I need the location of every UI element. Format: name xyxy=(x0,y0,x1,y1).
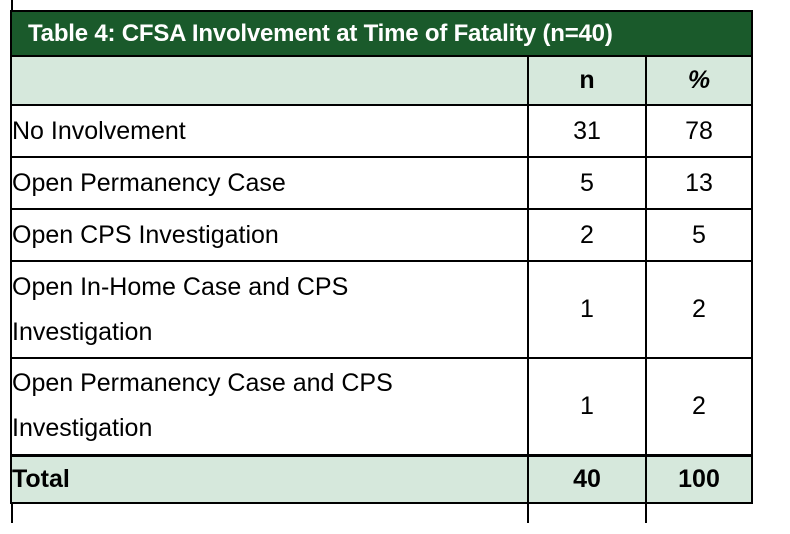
table-row: Open Permanency Case and CPS Investigati… xyxy=(10,357,753,456)
cell-percent: 13 xyxy=(645,156,753,210)
total-n: 40 xyxy=(527,453,647,504)
gridline-stub-bottom-left xyxy=(11,504,13,523)
cell-percent: 2 xyxy=(645,260,753,359)
row-label: No Involvement xyxy=(10,104,529,158)
column-header-n: n xyxy=(527,55,647,106)
row-label: Open In-Home Case and CPS Investigation xyxy=(10,260,529,359)
cell-percent: 5 xyxy=(645,208,753,262)
cell-percent: 78 xyxy=(645,104,753,158)
total-row: Total 40 100 xyxy=(10,453,753,504)
cell-percent: 2 xyxy=(645,357,753,456)
cell-n: 1 xyxy=(527,260,647,359)
row-label-text: Open CPS Investigation xyxy=(12,220,279,249)
row-label-text: Open Permanency Case and CPS Investigati… xyxy=(12,369,393,443)
table-row: No Involvement 31 78 xyxy=(10,104,753,158)
row-label-text: No Involvement xyxy=(12,116,186,145)
cell-n: 2 xyxy=(527,208,647,262)
column-header-percent: % xyxy=(645,55,753,106)
row-label: Open Permanency Case xyxy=(10,156,529,210)
cell-n: 1 xyxy=(527,357,647,456)
row-label-text: Open In-Home Case and CPS Investigation xyxy=(12,272,349,346)
table-title: Table 4: CFSA Involvement at Time of Fat… xyxy=(10,10,753,57)
column-header-empty xyxy=(10,55,529,106)
row-label: Open Permanency Case and CPS Investigati… xyxy=(10,357,529,456)
row-label-text: Open Permanency Case xyxy=(12,168,286,197)
gridline-stub-bottom-col-n xyxy=(527,504,529,523)
total-percent: 100 xyxy=(645,453,753,504)
table-row: Open Permanency Case 5 13 xyxy=(10,156,753,210)
cell-n: 31 xyxy=(527,104,647,158)
total-label: Total xyxy=(10,453,529,504)
table-row: Open In-Home Case and CPS Investigation … xyxy=(10,260,753,359)
gridline-stub-top xyxy=(11,0,13,10)
table-title-row: Table 4: CFSA Involvement at Time of Fat… xyxy=(10,10,753,57)
table-row: Open CPS Investigation 2 5 xyxy=(10,208,753,262)
gridline-stub-bottom-col-pct xyxy=(645,504,647,523)
row-label: Open CPS Investigation xyxy=(10,208,529,262)
cfsa-involvement-table: Table 4: CFSA Involvement at Time of Fat… xyxy=(10,10,753,504)
column-header-row: n % xyxy=(10,55,753,106)
cell-n: 5 xyxy=(527,156,647,210)
